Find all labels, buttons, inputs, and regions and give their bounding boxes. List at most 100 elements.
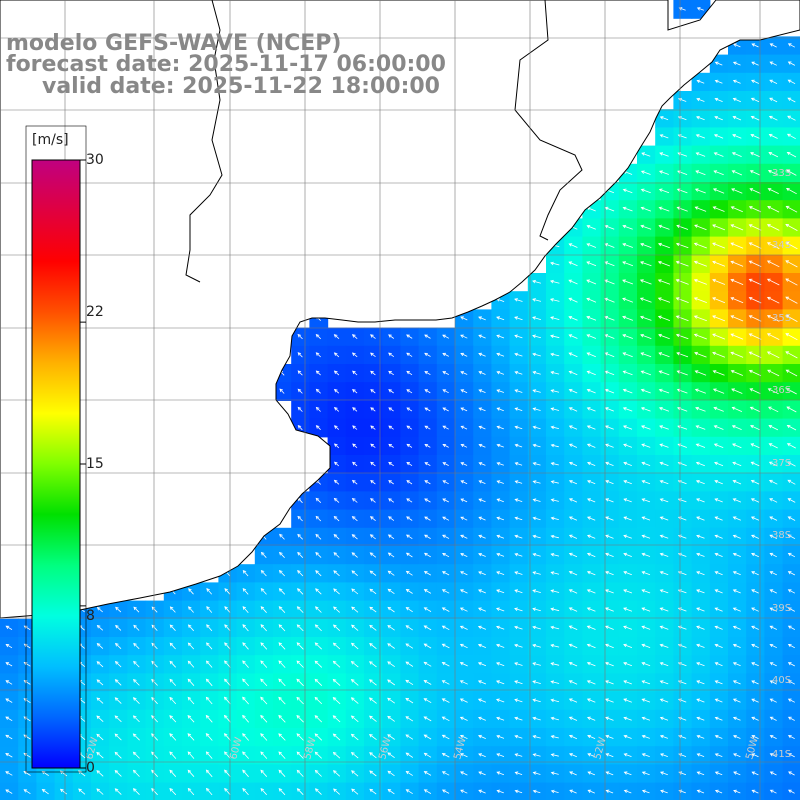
wind-arrow xyxy=(551,444,559,448)
wind-arrow-head xyxy=(550,680,555,684)
wind-arrow xyxy=(224,715,231,723)
wind-arrow xyxy=(460,535,468,539)
wind-arrow-head xyxy=(224,624,228,628)
wind-arrow xyxy=(715,80,723,84)
colorbar-tick-label: 30 xyxy=(86,152,104,168)
wind-speed-cell xyxy=(782,746,800,765)
wind-arrow-head xyxy=(514,298,518,302)
wind-arrow xyxy=(388,371,394,376)
wind-arrow xyxy=(279,606,286,613)
wind-arrow xyxy=(5,662,13,667)
wind-arrow-head xyxy=(766,351,771,355)
wind-arrow-head xyxy=(695,152,700,156)
wind-arrow-head xyxy=(260,733,264,737)
wind-arrow xyxy=(605,535,614,539)
wind-speed-cell xyxy=(364,782,383,800)
wind-arrow-head xyxy=(787,516,792,520)
wind-arrow xyxy=(696,443,706,448)
colorbar-tick-label: 15 xyxy=(86,456,104,472)
wind-arrow xyxy=(478,553,486,557)
wind-arrow xyxy=(532,389,541,393)
wind-arrow xyxy=(696,626,705,630)
wind-arrow-head xyxy=(260,551,265,556)
wind-arrow-head xyxy=(587,498,591,502)
wind-arrow-head xyxy=(605,461,609,466)
wind-arrow xyxy=(622,261,634,267)
wind-arrow xyxy=(749,279,762,286)
wind-arrow-head xyxy=(205,751,210,755)
wind-arrow-head xyxy=(460,425,465,429)
latitude-label: 38S xyxy=(772,530,791,541)
wind-arrow-head xyxy=(748,242,753,246)
wind-arrow xyxy=(785,333,798,341)
wind-arrow xyxy=(460,353,468,357)
wind-arrow-head xyxy=(550,389,555,393)
wind-arrow xyxy=(568,279,578,285)
wind-arrow xyxy=(733,680,741,685)
wind-arrow-head xyxy=(751,589,755,593)
wind-arrow-head xyxy=(514,589,518,593)
wind-arrow-head xyxy=(586,571,591,575)
wind-arrow-head xyxy=(333,334,338,338)
wind-arrow-head xyxy=(370,443,374,448)
wind-arrow-head xyxy=(423,552,428,557)
wind-arrow xyxy=(352,534,358,540)
wind-arrow xyxy=(315,606,322,613)
wind-arrow-head xyxy=(639,297,644,301)
wind-arrow-head xyxy=(549,298,554,302)
wind-arrow xyxy=(551,571,560,575)
wind-arrow xyxy=(787,97,796,103)
wind-arrow xyxy=(314,679,323,686)
wind-arrow xyxy=(788,680,795,685)
wind-arrow xyxy=(478,371,486,375)
wind-arrow-head xyxy=(442,443,447,448)
wind-arrow xyxy=(351,733,359,741)
wind-arrow-head xyxy=(641,571,646,575)
wind-arrow xyxy=(569,352,578,358)
wind-arrow-head xyxy=(96,679,101,683)
wind-arrow xyxy=(641,152,651,157)
wind-speed-cell xyxy=(782,400,800,420)
wind-arrow xyxy=(460,789,468,794)
wind-arrow xyxy=(622,316,634,321)
wind-arrow-head xyxy=(712,297,716,301)
wind-arrow xyxy=(387,661,395,668)
wind-arrow xyxy=(586,298,597,303)
wind-arrow-head xyxy=(696,498,700,502)
wind-arrow-head xyxy=(352,461,356,466)
wind-arrow xyxy=(478,735,486,739)
wind-arrow xyxy=(297,770,304,777)
wind-arrow-head xyxy=(731,170,736,174)
wind-arrow-head xyxy=(132,769,137,774)
wind-arrow-head xyxy=(424,334,428,338)
wind-arrow xyxy=(479,480,486,484)
wind-arrow-head xyxy=(587,461,591,466)
wind-arrow xyxy=(151,679,158,686)
wind-arrow xyxy=(224,751,231,759)
wind-arrow xyxy=(5,625,13,630)
wind-arrow xyxy=(406,498,413,503)
wind-arrow xyxy=(696,116,705,121)
wind-arrow-head xyxy=(514,462,519,466)
wind-arrow-head xyxy=(623,625,627,629)
wind-arrow-head xyxy=(388,370,392,375)
wind-arrow-head xyxy=(751,789,756,793)
wind-arrow xyxy=(733,498,742,503)
wind-arrow-head xyxy=(748,278,753,283)
wind-arrow xyxy=(533,535,541,539)
wind-arrow-head xyxy=(641,643,646,648)
wind-arrow-head xyxy=(351,497,356,502)
wind-arrow xyxy=(658,243,670,249)
wind-speed-cell xyxy=(709,782,729,800)
wind-arrow xyxy=(586,261,597,267)
wind-arrow xyxy=(297,788,304,795)
wind-arrow xyxy=(424,334,431,339)
wind-arrow-head xyxy=(370,407,374,411)
wind-arrow xyxy=(496,316,505,321)
wind-arrow-head xyxy=(423,789,428,793)
wind-arrow xyxy=(224,606,231,613)
wind-arrow-head xyxy=(696,116,700,120)
wind-arrow-head xyxy=(714,589,719,593)
wind-arrow-head xyxy=(787,644,792,648)
wind-arrow xyxy=(532,626,541,630)
